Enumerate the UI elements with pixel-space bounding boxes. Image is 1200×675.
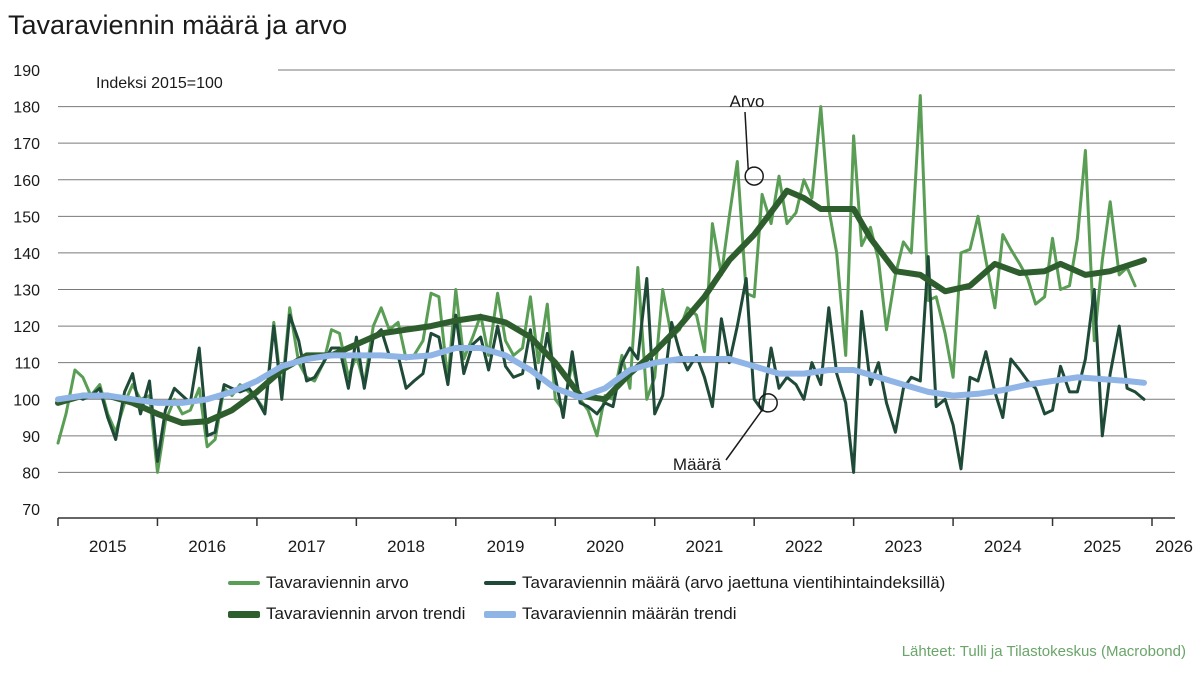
y-tick-label: 190 [13,63,40,80]
x-tick-label: 2024 [984,537,1022,556]
y-tick-label: 180 [13,100,40,117]
y-tick-label: 140 [13,246,40,263]
x-tick-label: 2022 [785,537,823,556]
x-tick-label: 2025 [1083,537,1121,556]
y-tick-label: 80 [22,465,40,482]
legend-swatch [484,610,516,618]
series-line-4 [55,345,1147,406]
legend-item-arvo-trendi: Tavaraviennin arvon trendi [228,604,465,624]
legend-item-arvo: Tavaraviennin arvo [228,573,409,593]
legend-swatch [228,610,260,618]
annotation-circle-arvo [744,166,764,186]
legend-label: Tavaraviennin arvo [266,573,409,592]
legend-label: Tavaraviennin arvon trendi [266,604,466,623]
x-tick-label: 2016 [188,537,226,556]
legend-label: Tavaraviennin määrän trendi [522,604,737,623]
annotation-label-arvo: Arvo [730,92,765,111]
y-axis: 70 80 90 100 110 120 130 140 150 160 170 180 190 [13,63,40,519]
y-tick-label: 110 [14,356,40,373]
annotations: Arvo Määrä [673,92,778,474]
y-tick-label: 70 [22,502,40,519]
x-tick-label: 2019 [487,537,525,556]
x-tick-label: 2023 [884,537,922,556]
x-tick-label: 2020 [586,537,624,556]
legend-label: Tavaraviennin määrä (arvo jaettuna vient… [522,573,946,592]
y-tick-label: 160 [13,173,40,190]
y-tick-label: 150 [13,209,40,226]
annotation-label-maara: Määrä [673,455,722,474]
y-tick-label: 120 [13,319,40,336]
legend-item-maara: Tavaraviennin määrä (arvo jaettuna vient… [484,573,945,593]
x-axis: 2015 2016 2017 2018 2019 2020 2021 2022 2023 2024… [57,517,1193,556]
legend-swatch [484,581,516,585]
x-tick-label: 2015 [89,537,127,556]
y-tick-label: 100 [13,392,40,409]
legend-item-maara-trendi: Tavaraviennin määrän trendi [484,604,737,624]
legend-swatch [228,581,260,585]
y-tick-label: 130 [13,283,40,300]
annotation-leader-maara [725,409,763,461]
source-note: Lähteet: Tulli ja Tilastokeskus (Macrobo… [901,643,1186,660]
x-tick-label: 2017 [288,537,326,556]
series-layer [55,94,1147,474]
x-tick-label: 2018 [387,537,425,556]
x-tick-label: 2026 [1155,537,1193,556]
series-line-2 [56,255,1146,474]
index-note: Indeksi 2015=100 [96,75,223,92]
annotation-circle-maara [758,393,778,413]
y-tick-label: 170 [13,136,40,153]
annotation-leader-arvo [744,111,749,170]
chart-title: Tavaraviennin määrä ja arvo [8,10,348,40]
y-tick-label: 90 [22,429,40,446]
x-tick-label: 2021 [686,537,724,556]
